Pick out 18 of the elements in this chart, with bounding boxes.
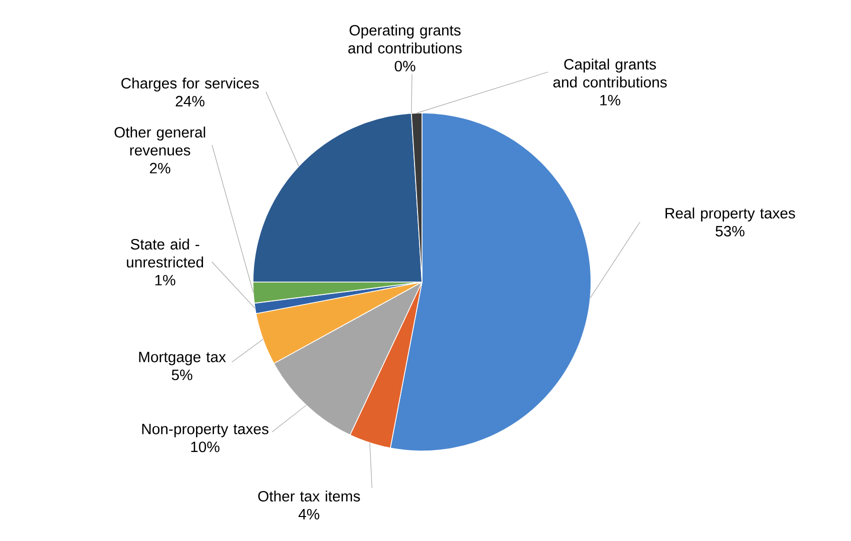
data-label: 5% <box>172 370 192 380</box>
slice-label: Other general revenues <box>114 126 206 156</box>
slice-label: Capital grants and contributions <box>553 58 667 88</box>
text: 0% <box>394 60 416 72</box>
data-label: 10% <box>191 442 220 452</box>
data-label: 4% <box>298 508 320 520</box>
slice-label: Non-property taxes <box>142 424 268 438</box>
slice-label: Other tax items <box>258 490 360 502</box>
slice-label: Real property taxes <box>666 208 796 222</box>
data-label: 53% <box>716 226 744 236</box>
data-label: 24% <box>176 96 204 106</box>
slice-label: Charges for services <box>121 78 259 92</box>
data-label: 1% <box>155 274 176 286</box>
data-label: 2% <box>150 162 170 174</box>
data-label: 1% <box>600 94 620 106</box>
slice-label: State aid - unrestricted <box>126 238 204 268</box>
category-label: Operating grants and contributions <box>348 24 462 54</box>
slice-label: Mortgage tax <box>139 352 226 366</box>
